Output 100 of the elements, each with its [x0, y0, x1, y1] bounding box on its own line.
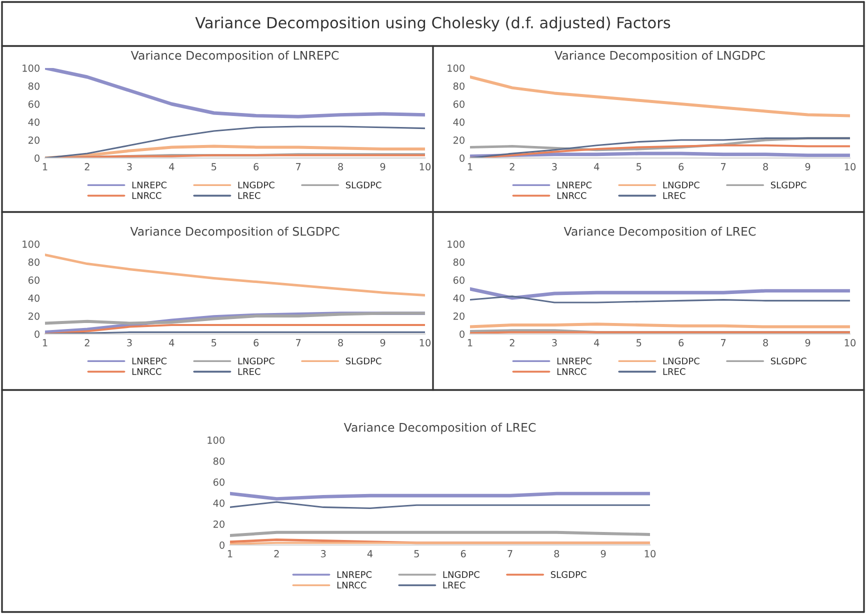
legend-label: SLGDPC — [346, 182, 382, 188]
x-tick-label: 4 — [367, 550, 373, 558]
y-tick-label: 100 — [448, 64, 464, 72]
x-tick-label: 9 — [600, 550, 606, 558]
line-series — [230, 501, 650, 510]
legend-label: LNRCC — [132, 368, 162, 375]
y-tick-label: 60 — [453, 276, 464, 284]
x-tick-label: 2 — [274, 550, 279, 558]
legend-label: SLGDPC — [550, 571, 586, 578]
x-tick-label: 4 — [169, 339, 174, 346]
x-tick-label: 3 — [127, 163, 132, 170]
x-tick-label: 2 — [510, 339, 514, 346]
legend-label: LNRCC — [132, 192, 162, 199]
y-tick-label: 60 — [453, 100, 464, 108]
legend-label: LNREPC — [132, 182, 167, 188]
legend-label: LREC — [238, 192, 260, 199]
text: Variance Decomposition using Cholesky (d.f. adjusted) Factors — [195, 16, 670, 32]
line-series — [45, 126, 425, 158]
chart-title: Variance Decomposition of LNGDPC — [554, 50, 765, 62]
y-tick-label: 20 — [453, 312, 464, 320]
y-tick-label: 0 — [34, 154, 40, 162]
legend-label: SLGDPC — [346, 358, 382, 364]
chart-title: Variance Decomposition of LNREPC — [130, 50, 339, 62]
x-tick-label: 8 — [338, 339, 343, 346]
legend-label: LNGDPC — [238, 358, 274, 364]
x-tick-label: 10 — [844, 163, 856, 170]
x-tick-label: 5 — [636, 163, 642, 170]
x-tick-label: 10 — [420, 339, 431, 346]
line-series — [470, 295, 850, 304]
y-tick-label: 60 — [28, 100, 40, 108]
chart-title: Variance Decomposition of LREC — [344, 422, 536, 434]
x-tick-label: 10 — [644, 550, 656, 558]
x-tick-label: 5 — [212, 339, 216, 346]
line-series — [470, 137, 850, 158]
x-tick-label: 5 — [212, 163, 216, 170]
x-tick-label: 5 — [414, 550, 419, 558]
line-series — [470, 287, 850, 300]
legend-label: LNRCC — [557, 368, 586, 375]
x-tick-label: 3 — [127, 339, 132, 346]
legend-label: LREC — [443, 582, 466, 589]
y-tick-label: 80 — [453, 82, 464, 90]
x-tick-label: 10 — [420, 163, 431, 170]
x-tick-label: 6 — [254, 339, 259, 346]
chart-title: Variance Decomposition of LREC — [564, 226, 756, 238]
y-tick-label: 40 — [453, 118, 464, 126]
legend-label: LNRCC — [557, 192, 586, 199]
legend-label: LNREPC — [557, 182, 592, 188]
legend-label: LNREPC — [337, 571, 372, 578]
line-series — [470, 76, 850, 118]
x-tick-label: 8 — [763, 163, 768, 170]
y-tick-label: 100 — [22, 64, 40, 72]
legend-label: SLGDPC — [770, 182, 806, 188]
y-tick-label: 20 — [453, 136, 464, 144]
y-tick-label: 80 — [28, 258, 40, 266]
x-tick-label: 7 — [296, 163, 301, 170]
x-tick-label: 3 — [320, 550, 326, 558]
legend-label: SLGDPC — [770, 358, 806, 364]
x-tick-label: 4 — [169, 163, 174, 170]
legend-label: LNREPC — [557, 358, 592, 364]
y-tick-label: 40 — [28, 118, 40, 126]
y-tick-label: 20 — [28, 312, 40, 320]
x-tick-label: 7 — [721, 163, 726, 170]
legend-label: LNGDPC — [238, 182, 274, 188]
line-series — [45, 254, 425, 297]
y-tick-label: 0 — [34, 330, 40, 338]
x-tick-label: 9 — [805, 339, 810, 346]
x-tick-label: 1 — [468, 163, 472, 170]
y-tick-label: 80 — [213, 457, 224, 465]
legend-label: LREC — [238, 368, 260, 375]
x-tick-label: 7 — [508, 550, 512, 558]
y-tick-label: 0 — [220, 541, 224, 549]
x-tick-label: 9 — [380, 339, 386, 346]
y-tick-label: 40 — [453, 294, 464, 302]
y-tick-label: 100 — [208, 436, 224, 444]
x-tick-label: 1 — [228, 550, 232, 558]
legend-label: LREC — [663, 192, 686, 199]
x-tick-label: 9 — [380, 163, 386, 170]
y-tick-label: 80 — [28, 82, 40, 90]
legend-label: LNREPC — [132, 358, 167, 364]
y-tick-label: 20 — [28, 136, 40, 144]
x-tick-label: 6 — [678, 163, 684, 170]
x-tick-label: 2 — [510, 163, 514, 170]
x-tick-label: 8 — [554, 550, 560, 558]
x-tick-label: 3 — [552, 339, 557, 346]
y-tick-label: 40 — [28, 294, 40, 302]
x-tick-label: 8 — [763, 339, 768, 346]
legend-label: LNGDPC — [663, 358, 700, 364]
y-tick-label: 40 — [213, 499, 224, 507]
x-tick-label: 1 — [468, 339, 472, 346]
x-tick-label: 4 — [594, 339, 600, 346]
line-series — [45, 68, 425, 118]
x-tick-label: 3 — [552, 163, 557, 170]
x-tick-label: 6 — [678, 339, 684, 346]
x-tick-label: 10 — [844, 339, 856, 346]
x-tick-label: 5 — [636, 339, 642, 346]
legend-label: LREC — [663, 368, 686, 375]
x-tick-label: 8 — [338, 163, 343, 170]
y-tick-label: 60 — [28, 276, 40, 284]
chart-title: Variance Decomposition of SLGDPC — [130, 226, 340, 238]
x-tick-label: 6 — [460, 550, 466, 558]
